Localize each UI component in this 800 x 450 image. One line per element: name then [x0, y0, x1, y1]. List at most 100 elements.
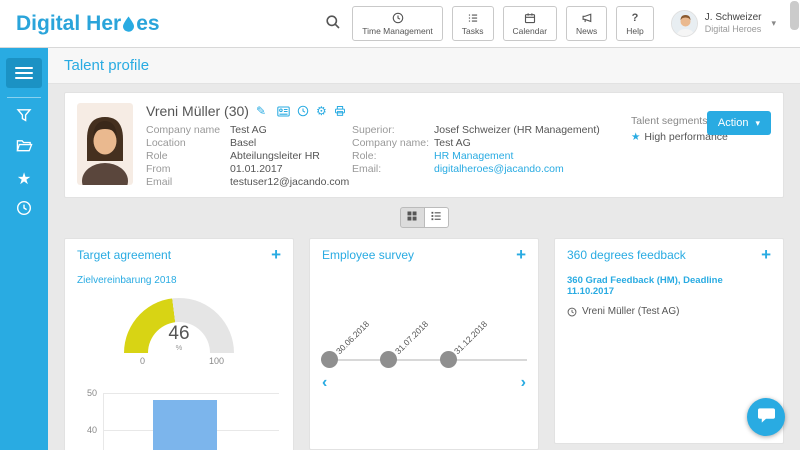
nav-label: Time Management	[362, 25, 433, 36]
feedback-participant-row: Vreni Müller (Test AG)	[567, 306, 771, 317]
sidebar-item-documents[interactable]	[4, 134, 44, 162]
sidebar: ★	[0, 48, 48, 450]
action-button-label: Action	[717, 117, 749, 129]
user-avatar	[670, 10, 698, 37]
folder-icon	[16, 138, 33, 158]
nav-help-button[interactable]: ? Help	[616, 6, 654, 41]
survey-timeline: 30.06.2018 31.07.2018 31.12.2018	[321, 297, 527, 389]
y-axis-tick: 40	[86, 425, 97, 435]
app-logo[interactable]: Digital Her es	[16, 12, 160, 36]
bar-chart-bar	[153, 400, 217, 450]
superior-email-link[interactable]: digitalheroes@jacando.com	[434, 163, 564, 175]
feedback-participant: Vreni Müller (Test AG)	[582, 306, 680, 317]
detail-row: Company name: Test AG	[352, 137, 600, 150]
detail-row: Role: HR Management	[352, 150, 600, 163]
detail-label: Role	[146, 150, 168, 162]
profile-detail-columns: Company name Test AG Location Basel Role Ab…	[146, 124, 600, 189]
detail-row: Role Abteilungsleiter HR	[146, 150, 342, 163]
gauge-min: 0	[140, 356, 146, 366]
scrollbar-thumb[interactable]	[790, 1, 799, 30]
app-body: ★ Talent profile Vreni Müller (30) ✎	[0, 48, 800, 450]
nav-label: Calendar	[512, 25, 548, 36]
topbar: Digital Her es Time Management Tasks Calen…	[0, 0, 800, 48]
settings-icon[interactable]: ⚙	[316, 104, 327, 118]
profile-avatar	[77, 103, 133, 185]
nav-calendar-button[interactable]: Calendar	[502, 6, 558, 41]
id-card-icon[interactable]	[277, 106, 290, 117]
search-button[interactable]	[323, 12, 343, 35]
sidebar-item-filter[interactable]	[4, 103, 44, 131]
topbar-actions: Time Management Tasks Calendar News ? He…	[323, 6, 776, 41]
search-icon	[325, 14, 341, 33]
profile-card: Vreni Müller (30) ✎ ⚙ Company name Test A…	[64, 92, 784, 198]
chat-bubble-icon	[757, 407, 776, 427]
sidebar-item-history[interactable]	[4, 196, 44, 224]
target-agreement-link[interactable]: Zielvereinbarung 2018	[77, 275, 177, 286]
next-chevron-icon[interactable]: ›	[520, 374, 526, 391]
gauge-value: 46	[168, 323, 190, 344]
main-content: Talent profile Vreni Müller (30) ✎ ⚙	[48, 48, 800, 450]
megaphone-icon	[581, 12, 593, 24]
sidebar-menu-button[interactable]	[6, 58, 42, 88]
survey-nav: ‹ ›	[322, 374, 526, 391]
y-axis	[103, 393, 104, 450]
gridline	[103, 393, 279, 394]
list-view-button[interactable]	[423, 207, 449, 228]
gauge-max: 100	[208, 356, 224, 366]
detail-row: Location Basel	[146, 137, 342, 150]
add-target-agreement-button[interactable]: +	[271, 245, 281, 264]
add-feedback-button[interactable]: +	[761, 245, 771, 264]
logo-word-heroes-pre: Her	[86, 11, 122, 35]
card-title: Target agreement	[77, 248, 172, 262]
add-employee-survey-button[interactable]: +	[516, 245, 526, 264]
detail-label: Location	[146, 137, 186, 149]
user-org: Digital Heroes	[704, 24, 762, 35]
page-header: Talent profile	[48, 48, 800, 84]
timeline-date-label: 31.12.2018	[452, 318, 490, 357]
gauge-area: 46 %	[124, 298, 234, 353]
detail-label: Email	[146, 176, 173, 188]
nav-news-button[interactable]: News	[566, 6, 608, 41]
prev-chevron-icon[interactable]: ‹	[322, 374, 328, 391]
feedback-link[interactable]: 360 Grad Feedback (HM), Deadline 11.10.2…	[567, 275, 723, 297]
chat-button[interactable]	[747, 398, 785, 436]
detail-label: Company name:	[352, 137, 430, 149]
nav-label: News	[576, 25, 598, 36]
user-menu[interactable]: J. Schweizer Digital Heroes ▾	[670, 10, 776, 37]
timeline-date-label: 30.06.2018	[334, 318, 372, 357]
detail-label: Superior:	[352, 124, 395, 136]
detail-label: From	[146, 163, 171, 175]
detail-value: testuser12@jacando.com	[230, 176, 350, 188]
edit-icon[interactable]: ✎	[255, 104, 267, 118]
nav-time-management-button[interactable]: Time Management	[352, 6, 443, 41]
timeline-milestone-dot[interactable]	[440, 351, 457, 368]
detail-row: Superior: Josef Schweizer (HR Management)	[352, 124, 600, 137]
profile-name: Vreni Müller (30)	[146, 103, 249, 119]
grid-view-button[interactable]	[399, 207, 425, 228]
sidebar-item-favorites[interactable]: ★	[4, 165, 44, 193]
gauge-ticks: 0 100	[124, 353, 234, 366]
timeline-date-label: 31.07.2018	[393, 318, 431, 357]
superior-role-link[interactable]: HR Management	[434, 150, 514, 162]
detail-value: Josef Schweizer (HR Management)	[434, 124, 600, 136]
detail-row: From 01.01.2017	[146, 163, 342, 176]
action-button[interactable]: Action ▾	[706, 111, 771, 135]
superior-details: Superior: Josef Schweizer (HR Management)…	[352, 124, 600, 189]
timeline-milestone-dot[interactable]	[321, 351, 338, 368]
detail-label: Email:	[352, 163, 382, 175]
history-icon[interactable]	[297, 105, 309, 117]
detail-value: 01.01.2017	[230, 163, 283, 175]
profile-name-row: Vreni Müller (30) ✎ ⚙	[146, 103, 600, 119]
detail-value: Test AG	[434, 137, 471, 149]
employee-survey-card: Employee survey + 30.06.2018 31.07.2018 …	[309, 238, 539, 450]
sidebar-divider	[7, 97, 41, 98]
timeline-milestone-dot[interactable]	[380, 351, 397, 368]
print-icon[interactable]	[334, 105, 346, 117]
grid-icon	[406, 210, 418, 225]
chevron-down-icon: ▾	[771, 18, 776, 28]
detail-row: Email: digitalheroes@jacando.com	[352, 163, 600, 176]
nav-tasks-button[interactable]: Tasks	[451, 6, 494, 41]
droplet-icon	[123, 16, 135, 32]
logo-word-digital: Digital	[16, 11, 81, 35]
